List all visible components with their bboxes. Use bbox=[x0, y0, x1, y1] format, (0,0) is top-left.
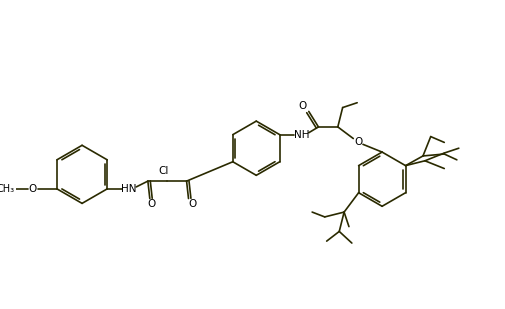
Text: Cl: Cl bbox=[158, 167, 169, 176]
Text: O: O bbox=[29, 184, 37, 194]
Text: O: O bbox=[299, 101, 307, 111]
Text: O: O bbox=[354, 138, 362, 147]
Text: O: O bbox=[188, 199, 196, 209]
Text: NH: NH bbox=[294, 130, 310, 140]
Text: O: O bbox=[147, 199, 156, 209]
Text: HN: HN bbox=[121, 184, 136, 194]
Text: CH₃: CH₃ bbox=[0, 184, 15, 194]
